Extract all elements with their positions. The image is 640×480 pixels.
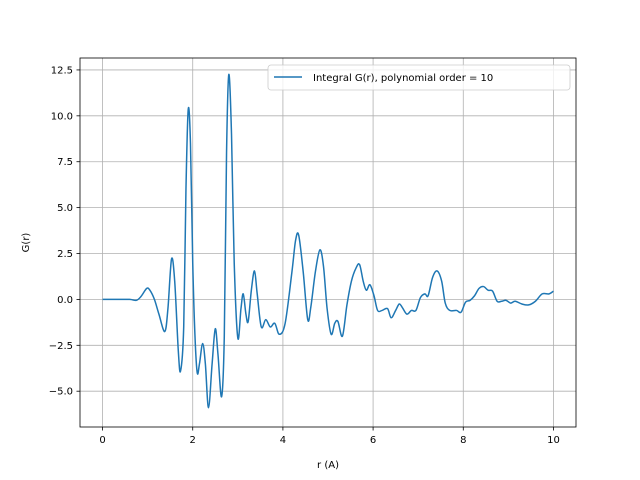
y-tick-label: −2.5	[49, 341, 73, 352]
y-tick-label: −5.0	[49, 387, 73, 398]
legend-entry: Integral G(r), polynomial order = 10	[313, 73, 493, 84]
y-tick-label: 0.0	[57, 295, 73, 306]
series-layer	[102, 73, 554, 409]
x-axis: 0 2 4 6 8 10	[99, 427, 560, 446]
x-tick-label: 0	[99, 435, 105, 446]
y-axis: −5.0 −2.5 0.0 2.5 5.0 7.5 10.0 12.5	[49, 65, 80, 398]
y-tick-label: 10.0	[51, 111, 73, 122]
y-tick-label: 5.0	[57, 203, 73, 214]
y-tick-label: 7.5	[57, 157, 73, 168]
x-tick-label: 8	[460, 435, 466, 446]
x-axis-label: r (A)	[317, 460, 339, 471]
plot-area	[80, 58, 576, 427]
plot-frame	[79, 57, 577, 428]
x-tick-label: 6	[370, 435, 376, 446]
x-tick-label: 2	[190, 435, 196, 446]
series-line	[102, 73, 554, 409]
x-tick-label: 4	[280, 435, 286, 446]
y-tick-label: 12.5	[51, 65, 73, 76]
x-tick-label: 10	[547, 435, 560, 446]
y-tick-label: 2.5	[57, 249, 73, 260]
legend: Integral G(r), polynomial order = 10	[267, 64, 571, 91]
y-axis-label: G(r)	[21, 233, 32, 253]
legend-box	[267, 64, 571, 91]
